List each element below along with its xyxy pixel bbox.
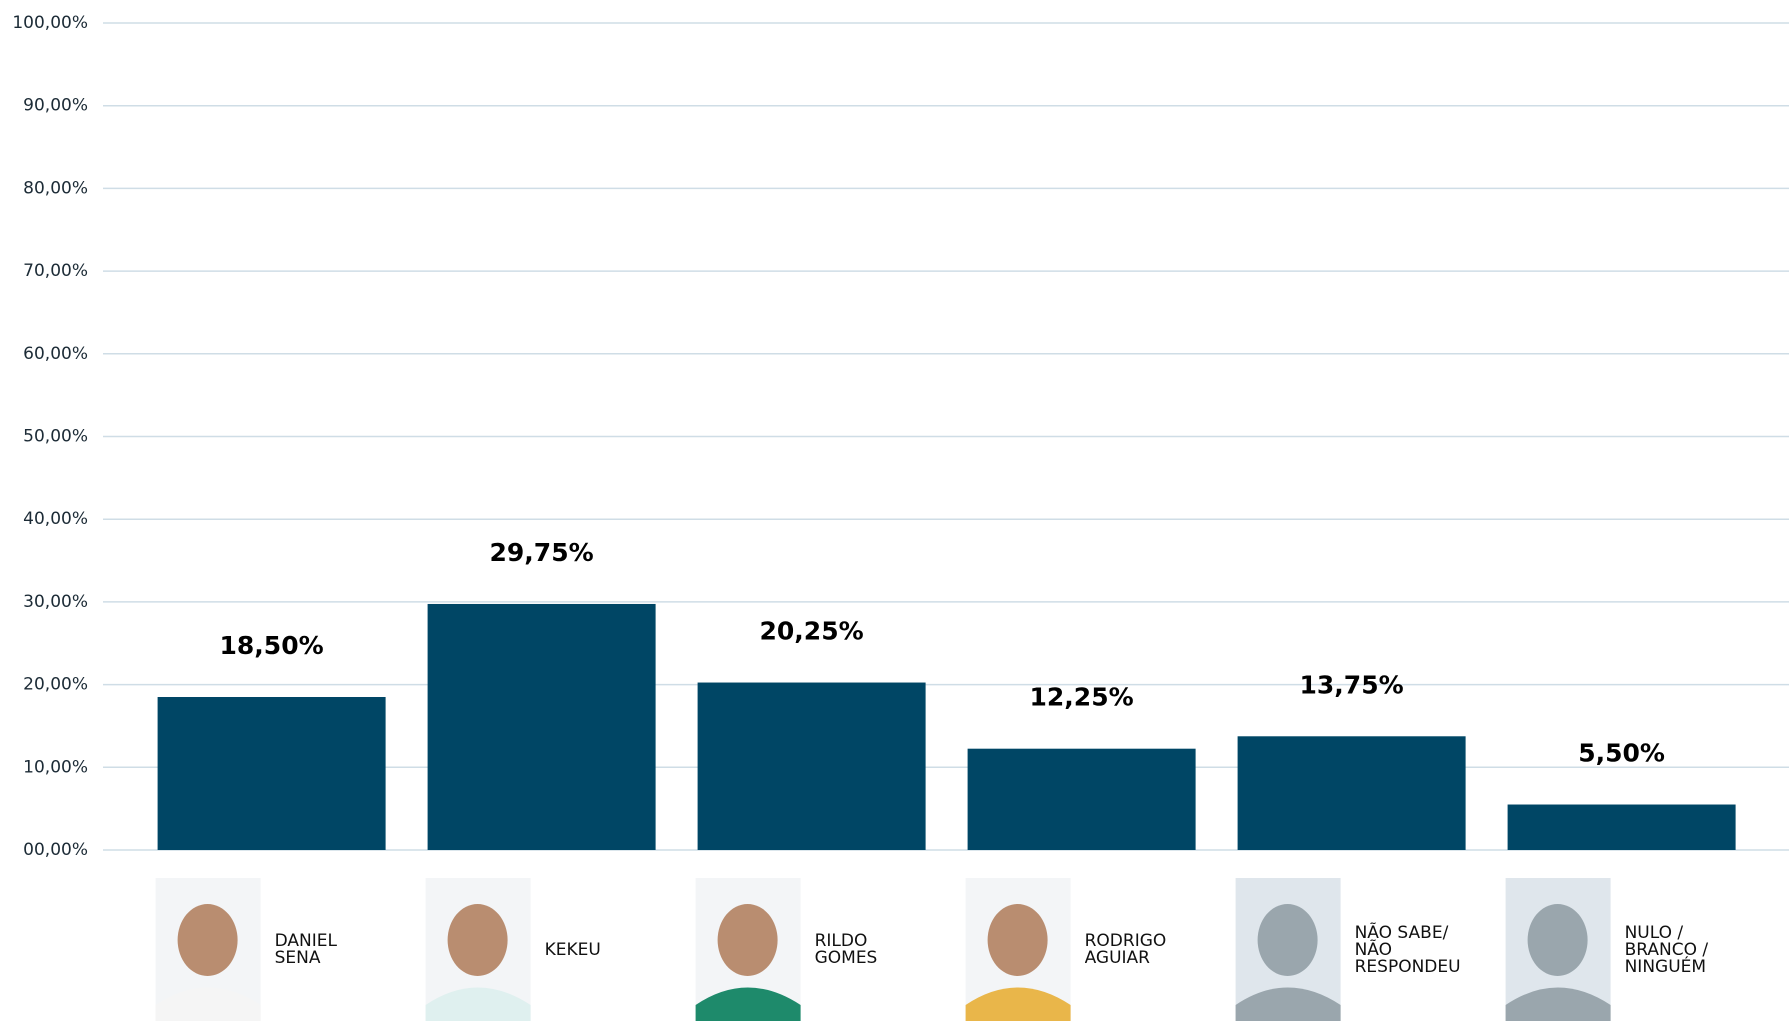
y-tick-label: 00,00% xyxy=(23,840,88,860)
y-tick-label: 80,00% xyxy=(23,178,88,198)
y-tick-label: 30,00% xyxy=(23,592,88,612)
value-label: 12,25% xyxy=(1030,683,1134,712)
bar xyxy=(1237,736,1466,850)
value-label: 20,25% xyxy=(760,617,864,646)
avatar xyxy=(1235,878,1341,1021)
avatar-body xyxy=(965,987,1071,1021)
y-tick-label: 10,00% xyxy=(23,757,88,777)
avatar-body xyxy=(425,987,531,1021)
avatar-head xyxy=(1527,904,1588,976)
y-tick-label: 70,00% xyxy=(23,261,88,281)
x-label-box: RODRIGO AGUIAR xyxy=(1084,931,1167,968)
x-tick-label: NULO / BRANCO / NINGUÉM xyxy=(1624,922,1709,977)
y-tick-label: 20,00% xyxy=(23,675,88,695)
avatar xyxy=(695,878,801,1021)
x-tick-label: RILDO GOMES xyxy=(814,931,878,968)
x-tick-label: KEKEU xyxy=(544,939,601,960)
bar xyxy=(1507,804,1736,850)
value-label: 29,75% xyxy=(490,538,594,567)
value-label: 18,50% xyxy=(220,631,324,660)
bar xyxy=(427,603,656,850)
x-label-box: RILDO GOMES xyxy=(814,931,878,968)
bar xyxy=(967,748,1196,850)
y-tick-label: 50,00% xyxy=(23,427,88,447)
x-tick-label: DANIEL SENA xyxy=(274,931,337,968)
bar xyxy=(157,697,386,850)
x-label-box: NÃO SABE/ NÃO RESPONDEU xyxy=(1354,922,1461,977)
value-label: 13,75% xyxy=(1300,670,1404,699)
avatar xyxy=(155,878,261,1021)
value-label: 5,50% xyxy=(1578,739,1665,768)
avatar-head xyxy=(177,904,238,976)
x-label-box: DANIEL SENA xyxy=(274,931,337,968)
x-label-box: NULO / BRANCO / NINGUÉM xyxy=(1624,922,1709,977)
y-tick-label: 60,00% xyxy=(23,344,88,364)
x-label-box: KEKEU xyxy=(544,939,601,960)
avatar xyxy=(1505,878,1611,1021)
bar xyxy=(697,682,926,850)
x-tick-label: RODRIGO AGUIAR xyxy=(1084,931,1167,968)
avatar-head xyxy=(717,904,778,976)
avatar-body xyxy=(1235,987,1341,1021)
y-tick-label: 40,00% xyxy=(23,509,88,529)
avatar-head xyxy=(447,904,508,976)
avatar-body xyxy=(1505,987,1611,1021)
avatar-body xyxy=(695,987,801,1021)
y-tick-label: 100,00% xyxy=(12,13,88,33)
avatar xyxy=(965,878,1071,1021)
avatar-body xyxy=(155,987,261,1021)
avatar-head xyxy=(1257,904,1318,976)
avatar-head xyxy=(987,904,1048,976)
y-tick-label: 90,00% xyxy=(23,96,88,116)
x-tick-label: NÃO SABE/ NÃO RESPONDEU xyxy=(1354,922,1461,977)
avatar xyxy=(425,878,531,1021)
